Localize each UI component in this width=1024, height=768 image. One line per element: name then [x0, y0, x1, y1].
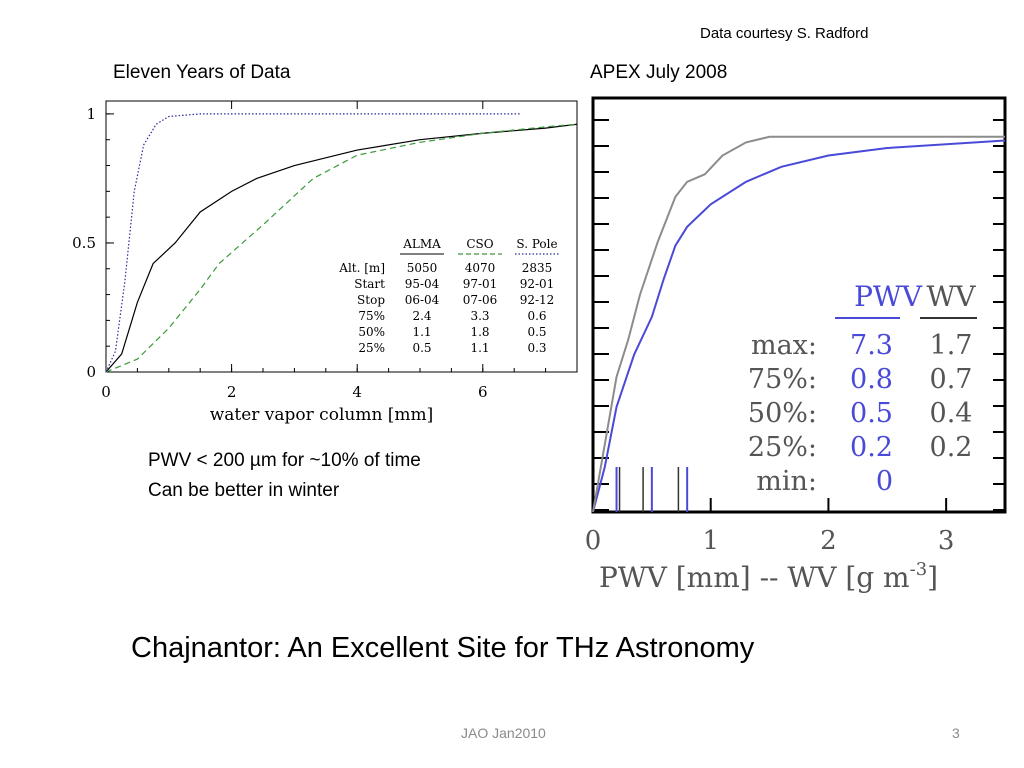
- legend-cell: 1.1: [412, 325, 431, 339]
- y-tick-label: 1: [86, 105, 96, 123]
- legend-cell: 5050: [407, 261, 438, 275]
- x-tick-label: 3: [938, 526, 955, 556]
- x-tick-label: 0: [101, 383, 111, 401]
- legend-cell: 0.5: [412, 341, 431, 355]
- legend-cell: 06-04: [405, 293, 440, 307]
- legend-cell: 50%: [358, 325, 385, 339]
- legend-cell: 07-06: [463, 293, 498, 307]
- stats-row-label: 50%:: [748, 398, 817, 429]
- plot-frame: [105, 100, 578, 373]
- stats-pwv-value: 7.3: [850, 330, 893, 361]
- series-line-alma: [105, 123, 578, 373]
- credit-text: Data courtesy S. Radford: [700, 25, 869, 42]
- x-axis-label: PWV [mm] -- WV [g m-3]: [599, 559, 938, 594]
- stats-wv-value: 0.2: [930, 432, 973, 463]
- x-tick-label: 4: [352, 383, 362, 401]
- note-line-1: PWV < 200 µm for ~10% of time: [148, 450, 421, 471]
- note-line-2: Can be better in winter: [148, 480, 340, 501]
- series-line-s-pole: [105, 113, 521, 373]
- legend-cell: 2835: [522, 261, 553, 275]
- y-tick-label: 0.5: [72, 234, 96, 252]
- right-chart-title: APEX July 2008: [590, 62, 728, 83]
- legend-cell: Alt. [m]: [338, 261, 385, 275]
- legend-cell: 2.4: [412, 309, 431, 323]
- plot-frame: [591, 96, 1007, 514]
- legend-cell: 95-04: [405, 277, 440, 291]
- stats-pwv-value: 0.8: [850, 364, 893, 395]
- y-tick-label: 0: [86, 363, 96, 381]
- legend-header: ALMA: [402, 237, 441, 251]
- legend-cell: 75%: [358, 309, 385, 323]
- legend-cell: 92-01: [520, 277, 555, 291]
- stats-pwv-value: 0: [876, 466, 893, 497]
- stats-wv-value: 0.4: [930, 398, 973, 429]
- legend-cell: 3.3: [470, 309, 489, 323]
- left-chart-title: Eleven Years of Data: [113, 62, 291, 83]
- legend-cell: 0.3: [527, 341, 546, 355]
- stats-header-pwv: PWV: [854, 280, 923, 313]
- legend-cell: 92-12: [520, 293, 555, 307]
- stats-pwv-value: 0.2: [850, 432, 893, 463]
- legend-header: CSO: [466, 237, 493, 251]
- legend-cell: Start: [354, 277, 385, 291]
- x-tick-label: 2: [820, 526, 837, 556]
- stats-row-label: min:: [756, 466, 817, 497]
- legend-cell: 4070: [465, 261, 496, 275]
- cumulative-pwv-chart: 0 2 4 6 0 0.5 1 water vapor column [mm] ALMA CSO S…: [72, 100, 578, 425]
- series-line-pwv: [592, 139, 1006, 513]
- legend-cell: 0.6: [527, 309, 546, 323]
- legend-cell: 0.5: [527, 325, 546, 339]
- series-line-cso: [105, 123, 578, 373]
- legend-cell: Stop: [357, 293, 385, 307]
- series-line-wv: [592, 135, 1005, 513]
- stats-header-wv: WV: [927, 280, 977, 313]
- stats-row-label: max:: [751, 330, 817, 361]
- x-tick-label: 1: [702, 526, 719, 556]
- x-tick-label: 0: [585, 526, 601, 556]
- pwv-note: PWV < 200 µm for ~10% of time Can be bet…: [148, 446, 421, 506]
- stats-row-label: 25%:: [748, 432, 817, 463]
- stats-pwv-value: 0.5: [850, 398, 893, 429]
- stats-wv-value: 0.7: [930, 364, 973, 395]
- legend-cell: 25%: [358, 341, 385, 355]
- footer-text: JAO Jan2010: [461, 725, 546, 741]
- x-tick-label: 2: [227, 383, 237, 401]
- stats-row-label: 75%:: [748, 364, 817, 395]
- legend-cell: 97-01: [463, 277, 498, 291]
- legend-cell: 1.1: [470, 341, 489, 355]
- slide-title: Chajnantor: An Excellent Site for THz As…: [131, 632, 755, 664]
- stats-wv-value: 1.7: [930, 330, 973, 361]
- x-axis-label: water vapor column [mm]: [210, 405, 434, 425]
- legend-cell: 1.8: [470, 325, 489, 339]
- legend-header: S. Pole: [516, 237, 557, 251]
- x-tick-label: 6: [478, 383, 488, 401]
- page-number: 3: [952, 725, 960, 741]
